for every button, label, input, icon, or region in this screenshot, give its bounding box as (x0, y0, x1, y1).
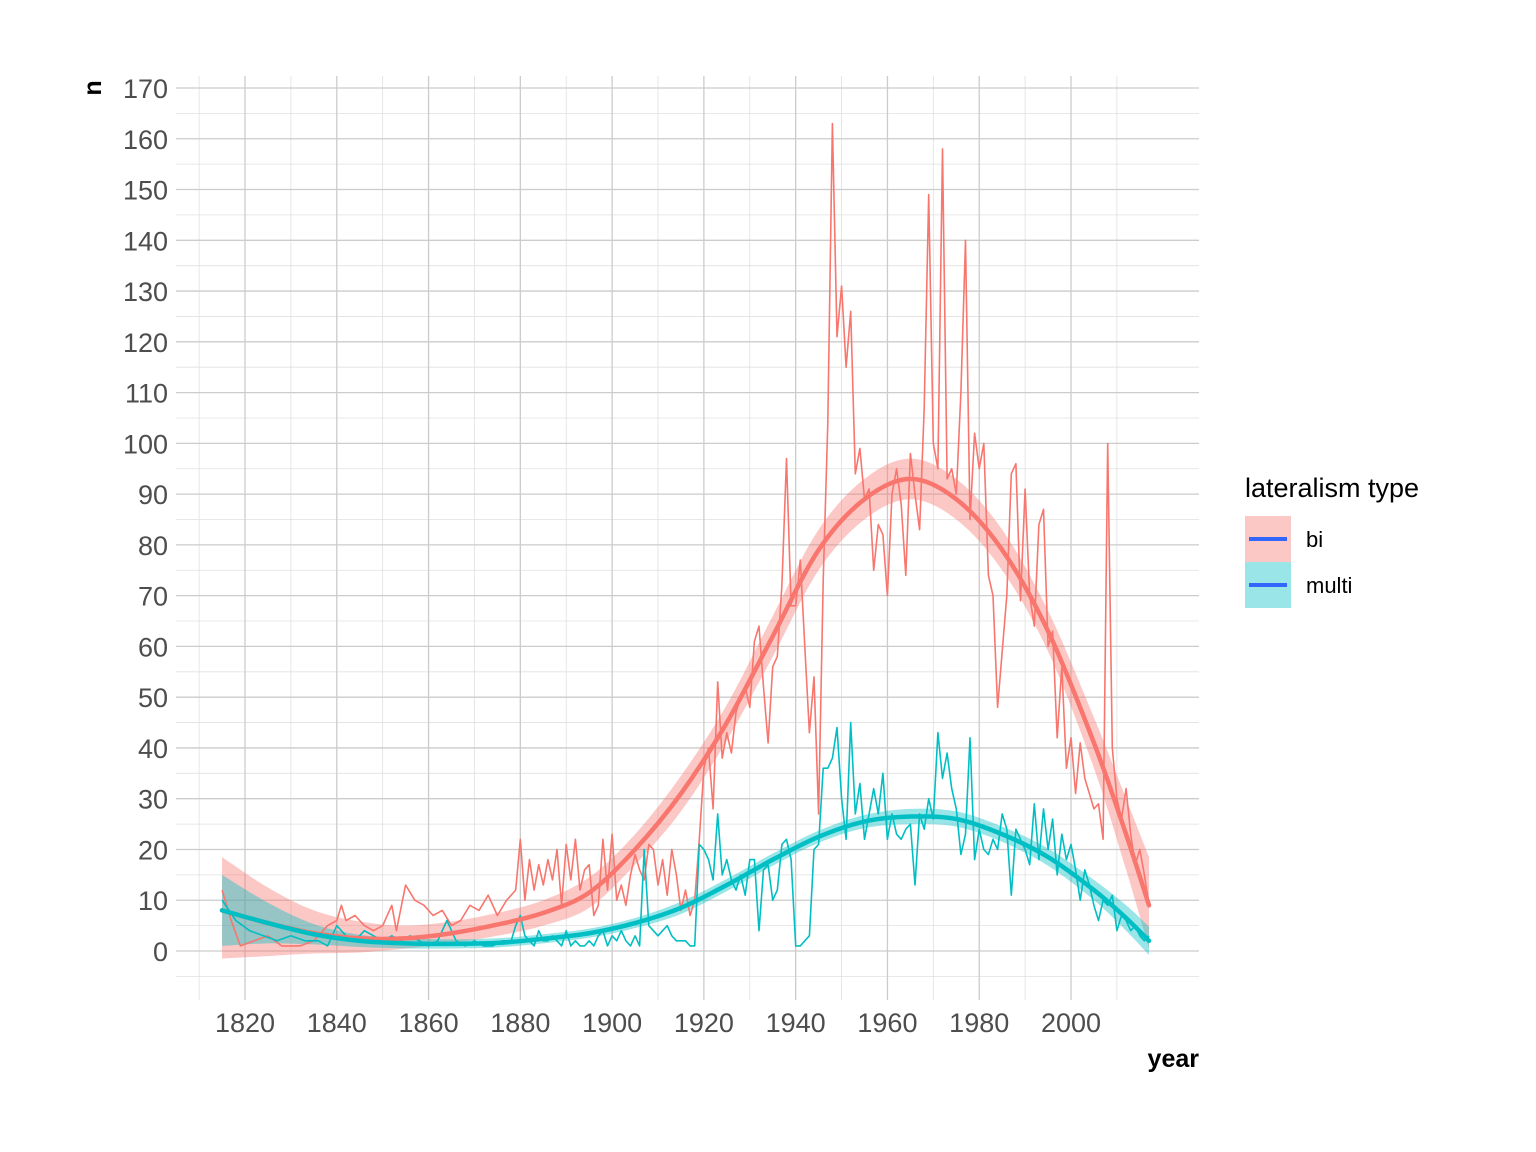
y-tick-label: 90 (138, 480, 168, 510)
x-tick-label: 1920 (674, 1008, 734, 1038)
x-tick-label: 1960 (857, 1008, 917, 1038)
y-axis-title: n (79, 80, 107, 95)
x-axis-title: year (1148, 1045, 1200, 1073)
y-tick-label: 130 (123, 277, 168, 307)
y-tick-label: 150 (123, 176, 168, 206)
x-tick-label: 1900 (582, 1008, 642, 1038)
y-tick-label: 0 (153, 937, 168, 967)
raw-series-lines (221, 122, 1150, 947)
y-tick-label: 100 (123, 429, 168, 459)
x-tick-label: 2000 (1041, 1008, 1101, 1038)
y-tick-label: 10 (138, 886, 168, 916)
legend-item-bi: bi (1245, 516, 1323, 562)
legend-label-bi: bi (1306, 527, 1323, 552)
y-tick-label: 160 (123, 125, 168, 155)
x-tick-label: 1940 (766, 1008, 826, 1038)
y-axis-tick-labels: 0 10 20 30 40 50 60 70 80 90 100 110 120 130 140 150 160… (123, 74, 168, 967)
y-tick-label: 110 (125, 379, 168, 409)
y-tick-label: 70 (138, 582, 168, 612)
x-tick-label: 1860 (399, 1008, 459, 1038)
y-tick-label: 120 (123, 328, 168, 358)
x-tick-label: 1980 (949, 1008, 1009, 1038)
legend-item-multi: multi (1245, 562, 1352, 608)
smooth-trend-lines (219, 476, 1152, 947)
y-tick-label: 20 (138, 835, 168, 865)
x-tick-label: 1880 (490, 1008, 550, 1038)
x-axis-tick-labels: 1820 1840 1860 1880 1900 1920 1940 1960 1980 2000 (215, 1008, 1101, 1038)
y-tick-label: 170 (123, 74, 168, 104)
x-tick-label: 1840 (307, 1008, 367, 1038)
y-tick-label: 30 (138, 785, 168, 815)
y-tick-label: 140 (123, 226, 168, 256)
legend: lateralism type bi multi (1245, 473, 1419, 608)
x-tick-label: 1820 (215, 1008, 275, 1038)
y-tick-label: 80 (138, 531, 168, 561)
y-tick-label: 50 (138, 683, 168, 713)
y-tick-label: 60 (138, 632, 168, 662)
raw-line-bi (221, 122, 1150, 947)
legend-label-multi: multi (1306, 573, 1352, 598)
smooth-line-multi (219, 814, 1152, 947)
y-tick-label: 40 (138, 734, 168, 764)
smooth-line-bi (219, 476, 1152, 942)
legend-title: lateralism type (1245, 473, 1419, 503)
